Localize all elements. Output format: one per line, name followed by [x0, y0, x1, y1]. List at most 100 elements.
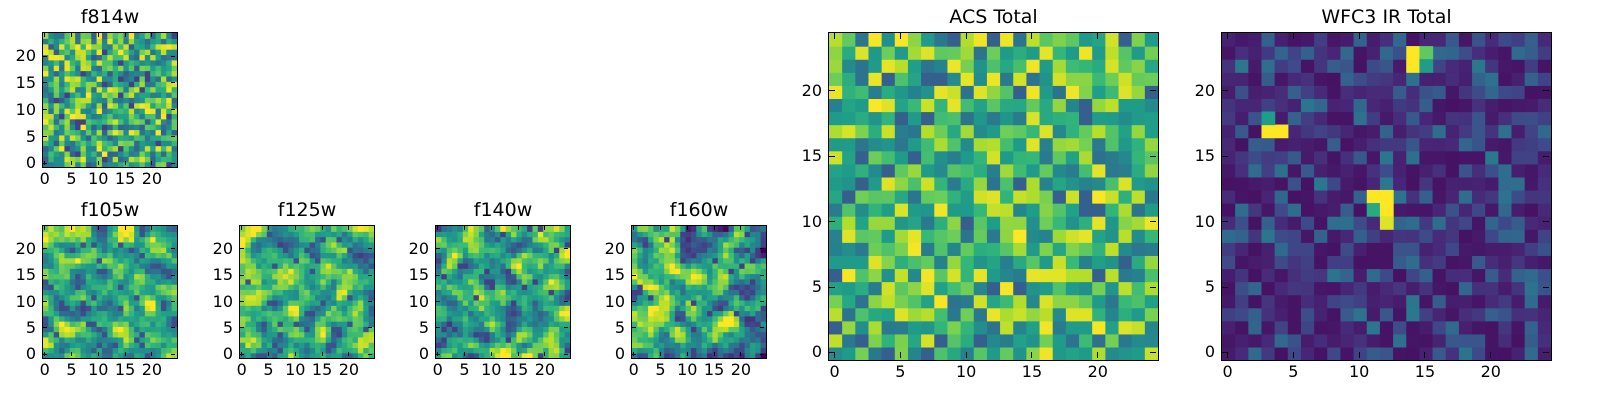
heatmap-cell [543, 347, 550, 354]
heatmap-cell [331, 262, 338, 269]
heatmap-cell [478, 315, 485, 322]
heatmap-cell [446, 331, 453, 338]
heatmap-cell [1485, 281, 1499, 296]
heatmap-cell [368, 347, 374, 354]
heatmap-cell [669, 236, 676, 243]
heatmap-cell [685, 252, 692, 259]
heatmap-cell [53, 145, 60, 152]
heatmap-cell [1000, 33, 1014, 47]
heatmap-cell [511, 278, 517, 285]
heatmap-cell [934, 294, 949, 309]
heatmap-cell [521, 352, 528, 358]
heatmap-cell [250, 326, 257, 333]
heatmap-cell [96, 252, 103, 259]
heatmap-cell [1052, 137, 1067, 152]
x-tick-label: 10 [88, 360, 109, 379]
heatmap-cell [1445, 137, 1460, 152]
heatmap-cell [696, 257, 703, 264]
heatmap-cell [320, 278, 327, 285]
heatmap-cell [473, 299, 480, 306]
heatmap-cell [1013, 137, 1027, 152]
heatmap-cell [744, 257, 751, 264]
heatmap-cell [341, 326, 348, 333]
heatmap-cell [331, 241, 338, 248]
heatmap-cell [1144, 203, 1158, 217]
heatmap-cell [166, 262, 173, 269]
heatmap-cell [1065, 111, 1080, 126]
heatmap-cell [947, 150, 962, 165]
x-tick-mark [544, 352, 546, 356]
heatmap-cell [150, 113, 157, 120]
heatmap-cell [960, 137, 975, 152]
heatmap-cell [690, 331, 697, 338]
heatmap-cell [494, 294, 501, 301]
heatmap-cell [881, 216, 896, 230]
heatmap-cell [1092, 203, 1106, 217]
heatmap-cell [723, 236, 730, 243]
heatmap-cell [325, 347, 332, 354]
heatmap-cell [1366, 294, 1381, 309]
heatmap-cell [48, 49, 55, 56]
heatmap-cell [532, 331, 539, 338]
heatmap-cell [1353, 346, 1368, 360]
heatmap-cell [723, 299, 730, 306]
heatmap-cell [680, 268, 687, 275]
heatmap-cell [760, 278, 766, 285]
heatmap-cell [171, 75, 177, 82]
heatmap-cell [1445, 85, 1460, 99]
heatmap-cell [123, 129, 130, 136]
heatmap-cell [543, 284, 550, 290]
heatmap-cell [436, 252, 442, 259]
heatmap-cell [347, 241, 354, 248]
heatmap-cell [85, 108, 92, 114]
heatmap-cell [473, 268, 480, 275]
heatmap-cell [64, 331, 71, 338]
heatmap-cell [48, 326, 55, 333]
heatmap-cell [733, 294, 740, 301]
heatmap-cell [934, 124, 949, 139]
heatmap-cell [739, 347, 746, 354]
heatmap-cell [59, 241, 66, 248]
heatmap-cell [1498, 307, 1513, 322]
heatmap-cell [1458, 281, 1473, 296]
heatmap-cell [155, 108, 162, 114]
heatmap-cell [341, 352, 348, 358]
heatmap-cell [868, 85, 883, 99]
heatmap-cell [1393, 111, 1407, 126]
heatmap-cell [1092, 33, 1106, 47]
heatmap-cell [352, 336, 359, 343]
heatmap-cell [250, 310, 257, 317]
heatmap-cell [739, 257, 746, 264]
heatmap-cell [1393, 59, 1407, 73]
heatmap-cell [1524, 294, 1539, 309]
heatmap-cell [744, 331, 751, 338]
heatmap-cell [921, 72, 935, 86]
heatmap-cell [894, 242, 909, 256]
heatmap-cell [537, 262, 544, 269]
heatmap-cell [363, 352, 370, 358]
heatmap-cell [441, 226, 448, 232]
heatmap-cell [658, 273, 665, 280]
heatmap-cell [537, 294, 544, 301]
heatmap-cell [1000, 59, 1014, 73]
heatmap-cell [457, 294, 464, 301]
y-tick-label: 20 [604, 238, 625, 258]
heatmap-cell [160, 326, 167, 333]
heatmap-cell [1248, 333, 1263, 348]
heatmap-cell [69, 65, 76, 72]
heatmap-cell [1406, 189, 1420, 204]
heatmap-cell [921, 333, 935, 348]
heatmap-cell [473, 315, 480, 322]
heatmap-cell [53, 38, 60, 45]
heatmap-cell [288, 257, 295, 264]
heatmap-cell [986, 281, 1001, 296]
heatmap-cell [112, 257, 119, 264]
x-tick-mark [740, 352, 742, 356]
heatmap-cell [1248, 294, 1263, 309]
heatmap-cell [436, 268, 442, 275]
heatmap-cell [150, 108, 157, 114]
heatmap-cell [452, 278, 459, 285]
heatmap-cell [80, 347, 87, 354]
x-tick-label: 5 [459, 360, 470, 379]
heatmap-cell [532, 273, 539, 280]
